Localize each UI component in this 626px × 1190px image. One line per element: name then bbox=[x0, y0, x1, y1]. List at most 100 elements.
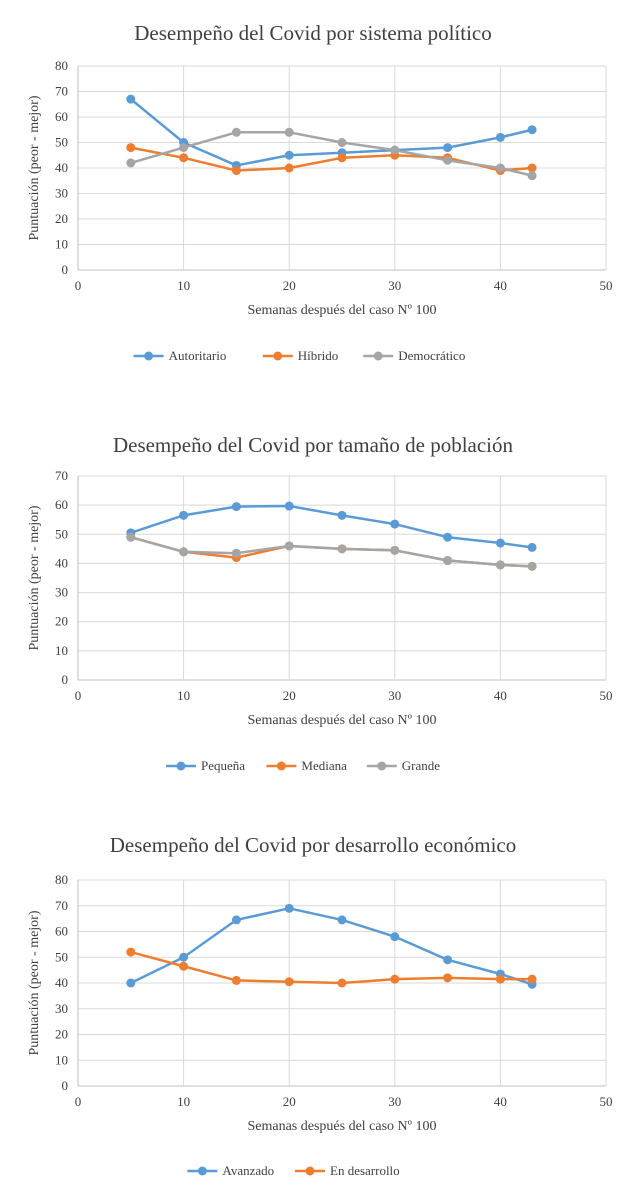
legend-item-1: Pequeña bbox=[166, 758, 245, 773]
y-tick-label: 10 bbox=[55, 237, 68, 252]
x-tick-label: 50 bbox=[600, 278, 613, 293]
data-point bbox=[231, 166, 241, 176]
legend-label: Mediana bbox=[301, 758, 347, 773]
x-tick-label: 10 bbox=[177, 1094, 190, 1109]
data-point bbox=[284, 541, 294, 551]
line-chart-1: Desempeño del Covid por sistema político… bbox=[27, 21, 613, 363]
y-tick-label: 70 bbox=[55, 84, 68, 99]
data-point bbox=[284, 501, 294, 511]
series-line-1 bbox=[130, 907, 533, 986]
data-point bbox=[390, 974, 400, 984]
x-axis-label: Semanas después del caso Nº 100 bbox=[247, 303, 436, 318]
x-axis-label: Semanas después del caso Nº 100 bbox=[247, 1119, 436, 1134]
y-tick-label: 50 bbox=[55, 135, 68, 150]
x-tick-label: 50 bbox=[600, 1094, 613, 1109]
data-point bbox=[231, 975, 241, 985]
legend-marker bbox=[197, 1166, 207, 1176]
data-point bbox=[527, 171, 537, 181]
y-tick-label: 70 bbox=[55, 468, 68, 483]
data-point bbox=[527, 542, 537, 552]
legend-label: Grande bbox=[402, 758, 440, 773]
y-tick-label: 0 bbox=[62, 1078, 69, 1093]
x-tick-label: 20 bbox=[283, 278, 296, 293]
data-point bbox=[126, 158, 136, 168]
data-point bbox=[390, 545, 400, 555]
legend-item-3: Grande bbox=[366, 758, 440, 773]
x-tick-label: 40 bbox=[494, 278, 507, 293]
data-point bbox=[231, 548, 241, 558]
y-axis-label: Puntuación (peor - mejor) bbox=[27, 910, 42, 1055]
legend-marker bbox=[377, 761, 387, 771]
x-tick-label: 30 bbox=[388, 1094, 401, 1109]
legend-marker bbox=[305, 1166, 315, 1176]
data-point bbox=[337, 153, 347, 163]
series-line-2 bbox=[130, 146, 533, 172]
data-point bbox=[527, 974, 537, 984]
legend-label: Avanzado bbox=[222, 1163, 274, 1178]
data-point bbox=[443, 155, 453, 165]
data-point bbox=[495, 974, 505, 984]
x-tick-label: 40 bbox=[494, 1094, 507, 1109]
data-point bbox=[231, 127, 241, 137]
legend-marker bbox=[273, 351, 283, 361]
data-point bbox=[126, 947, 136, 957]
series-line-3 bbox=[130, 535, 533, 568]
data-point bbox=[337, 138, 347, 147]
data-point bbox=[495, 560, 505, 570]
data-point bbox=[284, 150, 294, 160]
x-tick-label: 0 bbox=[75, 1094, 82, 1109]
legend-item-2: Mediana bbox=[266, 758, 347, 773]
legend-item-1: Avanzado bbox=[187, 1163, 274, 1178]
legend-marker bbox=[176, 761, 186, 771]
legend-item-2: Híbrido bbox=[262, 348, 338, 363]
legend-item-1: Autoritario bbox=[133, 348, 226, 363]
chart-title: Desempeño del Covid por tamaño de poblac… bbox=[113, 433, 514, 457]
y-axis-label: Puntuación (peor - mejor) bbox=[27, 95, 42, 240]
y-tick-label: 60 bbox=[55, 924, 68, 939]
line-chart-3: Desempeño del Covid por desarrollo econó… bbox=[27, 833, 613, 1178]
data-point bbox=[284, 977, 294, 987]
data-point bbox=[231, 502, 241, 512]
x-tick-label: 50 bbox=[600, 688, 613, 703]
legend-label: Híbrido bbox=[298, 348, 338, 363]
y-tick-label: 60 bbox=[55, 109, 68, 124]
legend-marker bbox=[144, 351, 154, 361]
y-axis-label: Puntuación (peor - mejor) bbox=[27, 505, 42, 650]
y-tick-label: 40 bbox=[55, 160, 68, 175]
data-point bbox=[179, 510, 189, 520]
x-tick-label: 0 bbox=[75, 688, 82, 703]
x-tick-label: 30 bbox=[388, 278, 401, 293]
data-point bbox=[495, 538, 505, 548]
series-line-1 bbox=[130, 504, 533, 549]
data-point bbox=[179, 143, 189, 153]
data-point bbox=[527, 125, 537, 135]
y-tick-label: 30 bbox=[55, 585, 68, 600]
data-point bbox=[284, 903, 294, 913]
data-point bbox=[179, 952, 189, 962]
data-point bbox=[231, 915, 241, 925]
legend-marker bbox=[276, 761, 286, 771]
y-tick-label: 40 bbox=[55, 555, 68, 570]
data-point bbox=[443, 532, 453, 542]
data-point bbox=[337, 915, 347, 925]
data-point bbox=[390, 145, 400, 155]
y-tick-label: 30 bbox=[55, 1001, 68, 1016]
x-tick-label: 20 bbox=[283, 1094, 296, 1109]
data-point bbox=[337, 978, 347, 988]
x-tick-label: 30 bbox=[388, 688, 401, 703]
y-tick-label: 80 bbox=[55, 872, 68, 887]
chart-title: Desempeño del Covid por sistema político bbox=[134, 21, 492, 45]
data-point bbox=[390, 932, 400, 942]
y-tick-label: 0 bbox=[62, 672, 69, 687]
data-point bbox=[126, 143, 136, 153]
x-tick-label: 20 bbox=[283, 688, 296, 703]
x-axis-label: Semanas después del caso Nº 100 bbox=[247, 713, 436, 728]
x-tick-label: 40 bbox=[494, 688, 507, 703]
y-tick-label: 20 bbox=[55, 614, 68, 629]
data-point bbox=[284, 163, 294, 173]
y-tick-label: 50 bbox=[55, 949, 68, 964]
y-tick-label: 40 bbox=[55, 975, 68, 990]
data-point bbox=[284, 127, 294, 137]
y-tick-label: 0 bbox=[62, 262, 69, 277]
legend-label: En desarrollo bbox=[330, 1163, 400, 1178]
